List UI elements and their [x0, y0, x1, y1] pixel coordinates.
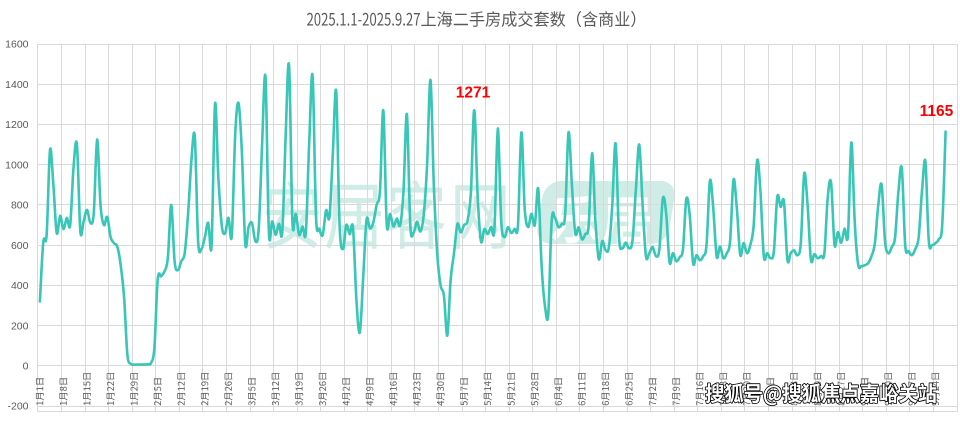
svg-text:1400: 1400 — [5, 79, 29, 91]
svg-text:1600: 1600 — [5, 39, 29, 51]
svg-text:1271: 1271 — [456, 85, 491, 102]
svg-text:-200: -200 — [7, 401, 28, 413]
svg-text:1000: 1000 — [5, 159, 29, 171]
svg-text:0: 0 — [23, 361, 29, 373]
svg-text:600: 600 — [11, 240, 29, 252]
svg-text:800: 800 — [11, 200, 29, 212]
svg-text:200: 200 — [11, 320, 29, 332]
svg-text:400: 400 — [11, 280, 29, 292]
svg-text:1200: 1200 — [5, 119, 29, 131]
svg-text:1165: 1165 — [920, 103, 954, 120]
